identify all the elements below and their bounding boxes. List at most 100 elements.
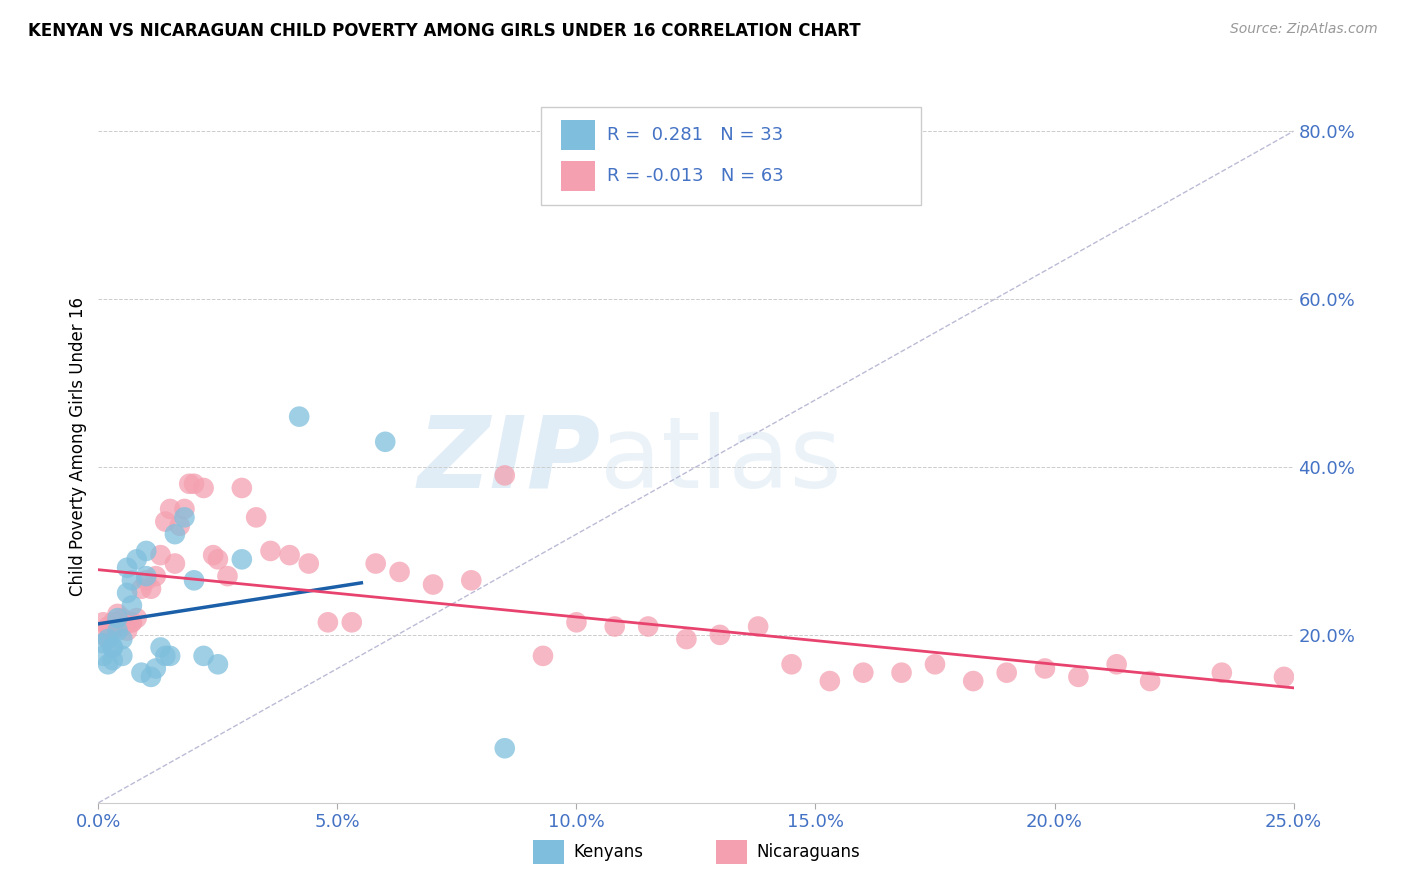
Point [97, 657, 120, 672]
Point [460, 574, 482, 588]
Point [288, 409, 311, 424]
Point [340, 615, 363, 630]
Point [145, 661, 167, 675]
Point [202, 548, 225, 562]
Point [107, 615, 129, 630]
Text: ZIP: ZIP [418, 412, 600, 508]
Point [780, 657, 803, 672]
Point [890, 665, 912, 680]
Point [111, 632, 134, 646]
Point [97, 632, 120, 646]
Point [155, 515, 177, 529]
Point [107, 611, 129, 625]
Point [1272, 670, 1295, 684]
Point [107, 624, 129, 638]
Text: R = -0.013   N = 63: R = -0.013 N = 63 [607, 167, 785, 185]
Text: Nicaraguans: Nicaraguans [756, 843, 860, 861]
Point [818, 674, 841, 689]
Point [1067, 670, 1090, 684]
Point [298, 557, 321, 571]
Point [149, 548, 172, 562]
Point [231, 552, 253, 566]
Point [125, 611, 148, 625]
Point [121, 615, 143, 630]
Text: Source: ZipAtlas.com: Source: ZipAtlas.com [1230, 22, 1378, 37]
Point [139, 582, 162, 596]
Point [111, 648, 134, 663]
Point [193, 481, 215, 495]
Point [91, 615, 114, 630]
Point [207, 657, 229, 672]
Point [121, 615, 143, 630]
Point [111, 611, 134, 625]
Point [135, 569, 157, 583]
Text: atlas: atlas [600, 412, 842, 508]
Point [101, 653, 124, 667]
Point [159, 648, 181, 663]
Point [115, 624, 138, 638]
Point [217, 569, 239, 583]
Text: Kenyans: Kenyans [574, 843, 644, 861]
Point [995, 665, 1018, 680]
Point [422, 577, 444, 591]
Point [1105, 657, 1128, 672]
Point [145, 569, 167, 583]
Point [183, 574, 205, 588]
Point [852, 665, 875, 680]
Point [169, 518, 191, 533]
Point [494, 741, 516, 756]
Point [924, 657, 946, 672]
Point [494, 468, 516, 483]
Point [1139, 674, 1161, 689]
Point [139, 670, 162, 684]
Point [259, 544, 281, 558]
Point [101, 640, 124, 655]
Point [149, 640, 172, 655]
Point [163, 557, 186, 571]
Point [709, 628, 731, 642]
Point [125, 552, 148, 566]
Point [747, 619, 769, 633]
Point [159, 502, 181, 516]
Point [173, 510, 195, 524]
Point [364, 557, 387, 571]
Point [531, 648, 554, 663]
Point [91, 628, 114, 642]
Text: R =  0.281   N = 33: R = 0.281 N = 33 [607, 126, 783, 144]
Point [163, 527, 186, 541]
Point [155, 648, 177, 663]
Point [101, 615, 124, 630]
Text: KENYAN VS NICARAGUAN CHILD POVERTY AMONG GIRLS UNDER 16 CORRELATION CHART: KENYAN VS NICARAGUAN CHILD POVERTY AMONG… [28, 22, 860, 40]
Point [675, 632, 697, 646]
Point [374, 434, 396, 449]
Point [316, 615, 339, 630]
Point [101, 640, 124, 655]
Point [131, 665, 153, 680]
Point [962, 674, 984, 689]
Point [91, 648, 114, 663]
Point [245, 510, 267, 524]
Point [115, 560, 138, 574]
Point [101, 624, 124, 638]
Point [121, 574, 143, 588]
Point [183, 476, 205, 491]
Point [603, 619, 626, 633]
Point [135, 574, 157, 588]
Point [207, 552, 229, 566]
Point [637, 619, 659, 633]
Point [97, 632, 120, 646]
Point [135, 544, 157, 558]
Point [107, 607, 129, 621]
Point [115, 586, 138, 600]
Point [97, 619, 120, 633]
Point [121, 599, 143, 613]
Point [231, 481, 253, 495]
Point [1033, 661, 1056, 675]
Y-axis label: Child Poverty Among Girls Under 16: Child Poverty Among Girls Under 16 [69, 296, 87, 596]
Point [131, 582, 153, 596]
Point [388, 565, 411, 579]
Point [565, 615, 588, 630]
Point [173, 502, 195, 516]
Point [179, 476, 201, 491]
Point [115, 615, 138, 630]
